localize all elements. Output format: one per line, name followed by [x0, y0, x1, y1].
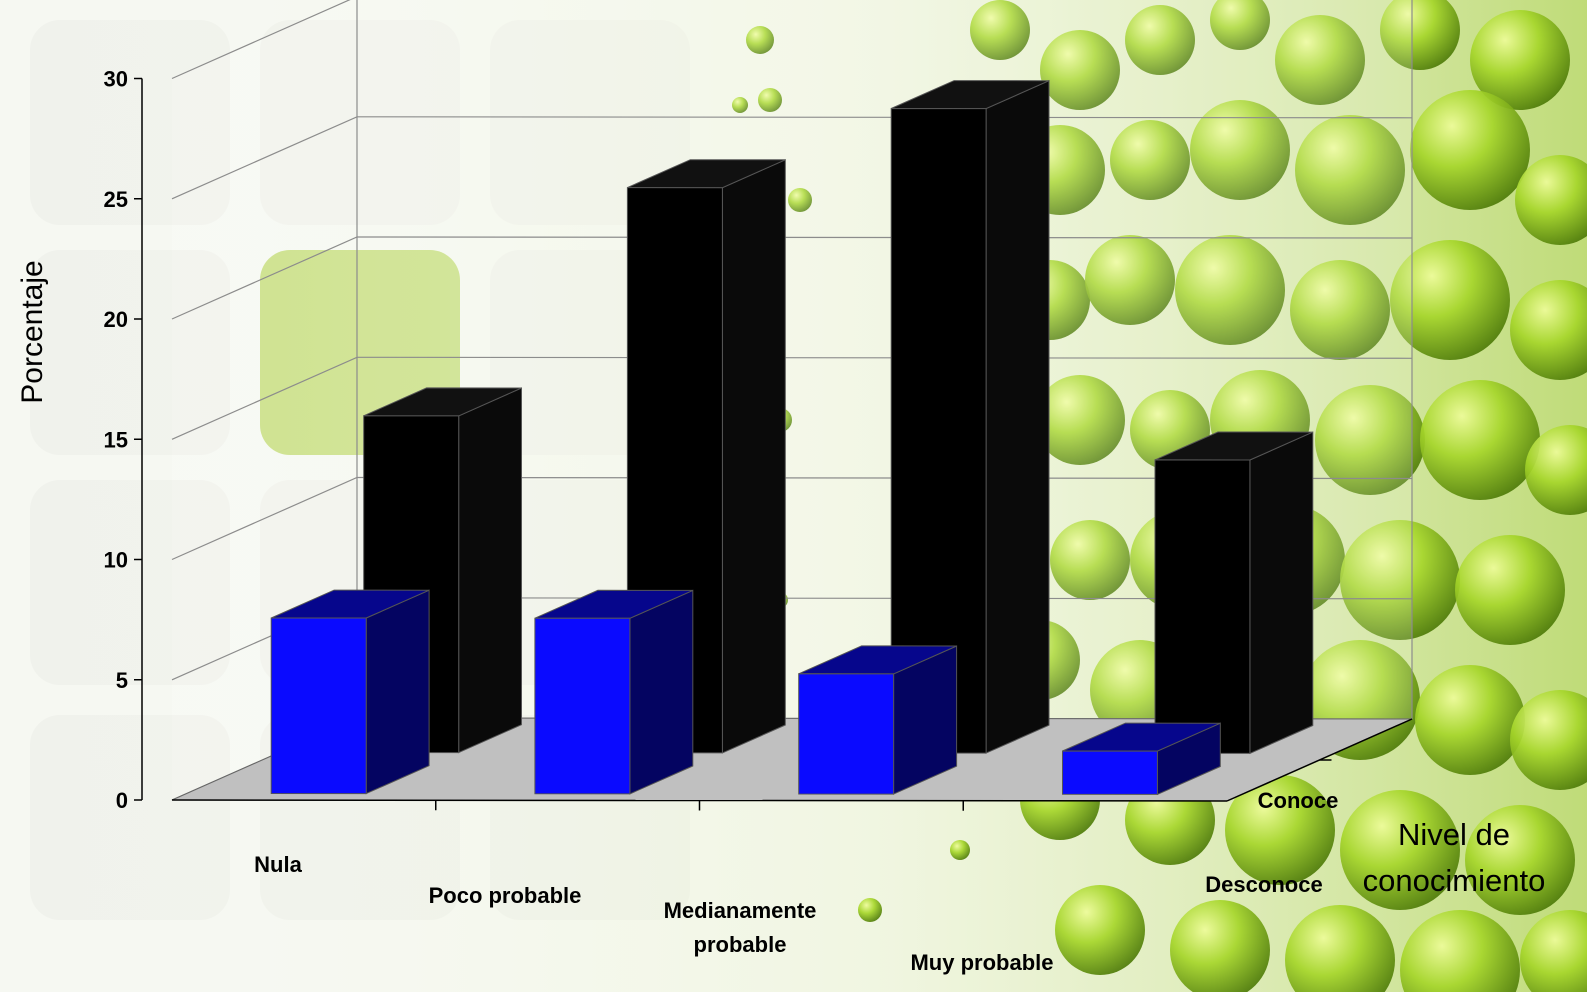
bar-desconoce-1-front — [534, 617, 631, 795]
bar-desconoce-0 — [270, 589, 430, 795]
green-sphere — [1110, 120, 1190, 200]
y-tick-label: 20 — [104, 307, 128, 332]
green-sphere — [1525, 425, 1587, 515]
x-tick-label: Nula — [254, 852, 302, 877]
green-sphere — [858, 898, 882, 922]
green-sphere — [1470, 10, 1570, 110]
chart-axes — [134, 77, 1413, 811]
green-sphere — [1455, 535, 1565, 645]
series-desconoce-bars — [270, 589, 1221, 796]
bar-desconoce-3-front — [1062, 750, 1158, 795]
green-sphere — [1340, 520, 1460, 640]
green-sphere — [732, 97, 748, 113]
green-sphere — [1285, 905, 1395, 997]
bar-conoce-3-front — [1154, 459, 1251, 754]
green-sphere — [1175, 235, 1285, 345]
y-tick-label: 10 — [104, 548, 128, 573]
y-tick-label: 30 — [104, 67, 128, 92]
green-sphere — [1125, 5, 1195, 75]
green-sphere — [1380, 0, 1460, 70]
x-tick-label: probable — [694, 932, 787, 957]
green-sphere — [1085, 235, 1175, 325]
green-sphere — [950, 840, 970, 860]
green-sphere — [1520, 910, 1587, 997]
depth-axis-title: conocimiento — [1363, 863, 1546, 898]
bar-conoce-3-side — [1249, 431, 1314, 755]
green-sphere — [1510, 280, 1587, 380]
green-sphere — [1210, 0, 1270, 50]
green-sphere — [1465, 805, 1575, 915]
green-sphere — [1055, 885, 1145, 975]
x-tick-label: Medianamente — [664, 898, 817, 923]
y-tick-label: 5 — [116, 668, 128, 693]
green-sphere — [1315, 385, 1425, 495]
x-tick-label: Muy probable — [910, 950, 1053, 975]
bar-conoce-2 — [890, 79, 1050, 754]
bar-conoce-3 — [1154, 431, 1314, 755]
y-tick-label: 25 — [104, 187, 128, 212]
green-sphere — [1040, 30, 1120, 110]
green-sphere — [1275, 15, 1365, 105]
green-sphere — [1190, 100, 1290, 200]
green-sphere — [1340, 790, 1460, 910]
bar-conoce-0-side — [458, 387, 522, 754]
bar-desconoce-3 — [1062, 722, 1221, 796]
bar-conoce-1-side — [721, 159, 786, 754]
bar-desconoce-2 — [798, 645, 958, 795]
green-sphere — [1420, 380, 1540, 500]
bar-desconoce-0-side — [365, 589, 430, 795]
y-tick-label: 15 — [104, 427, 128, 452]
green-sphere — [1510, 690, 1587, 790]
green-sphere — [970, 0, 1030, 60]
green-sphere — [1415, 665, 1525, 775]
green-sphere — [1295, 115, 1405, 225]
series-label-desconoce: Desconoce — [1205, 872, 1322, 897]
bar-conoce-2-side — [985, 79, 1050, 754]
bar-desconoce-1 — [534, 589, 694, 795]
green-sphere — [758, 88, 782, 112]
bar-desconoce-1-side — [629, 589, 694, 795]
green-sphere — [1050, 520, 1130, 600]
green-sphere — [788, 188, 812, 212]
green-sphere — [1390, 240, 1510, 360]
bar-desconoce-2-front — [798, 673, 895, 795]
green-sphere — [1400, 910, 1520, 997]
green-sphere — [1410, 90, 1530, 210]
green-sphere — [746, 26, 774, 54]
series-label-conoce: Conoce — [1258, 788, 1339, 813]
gridline — [171, 0, 351, 80]
bar-desconoce-0-front — [270, 617, 367, 795]
chart-labels: 0 5 10 15 20 25 30 Nula Poco probable Medianament… — [16, 67, 1545, 976]
y-axis-title: Porcentaje — [16, 260, 49, 403]
green-sphere — [1290, 260, 1390, 360]
back-wall — [357, 0, 1412, 719]
green-sphere — [1225, 775, 1335, 885]
y-tick-label: 0 — [116, 788, 128, 813]
depth-axis-title: Nivel de — [1398, 817, 1510, 852]
x-tick-label: Poco probable — [429, 883, 582, 908]
green-sphere — [1035, 375, 1125, 465]
green-sphere — [1170, 900, 1270, 997]
green-sphere — [1515, 155, 1587, 245]
